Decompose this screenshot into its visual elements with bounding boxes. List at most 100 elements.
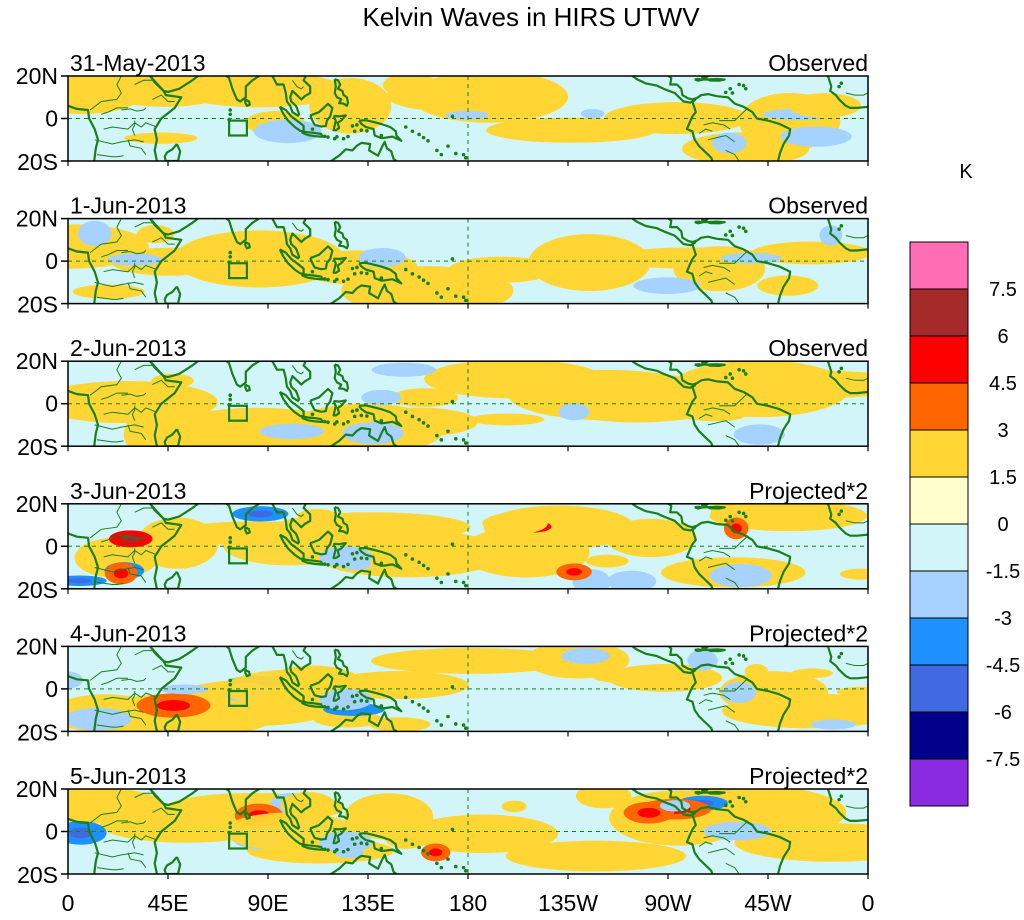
coastline bbox=[700, 361, 726, 367]
island bbox=[839, 224, 844, 228]
border bbox=[698, 698, 713, 705]
island bbox=[453, 579, 458, 584]
island bbox=[723, 660, 728, 665]
border bbox=[152, 237, 175, 245]
island bbox=[737, 510, 741, 515]
coastline bbox=[631, 218, 697, 247]
border bbox=[134, 79, 153, 85]
island bbox=[359, 556, 364, 560]
island bbox=[446, 572, 450, 576]
positive-anomaly bbox=[408, 814, 559, 854]
island bbox=[341, 136, 346, 141]
border bbox=[121, 677, 147, 683]
island bbox=[417, 417, 421, 422]
coastline bbox=[685, 243, 714, 304]
island bbox=[335, 420, 339, 424]
coastline bbox=[163, 856, 182, 874]
island bbox=[365, 414, 369, 418]
negative-anomaly bbox=[810, 719, 857, 730]
positive-anomaly bbox=[391, 388, 459, 407]
negative-anomaly bbox=[342, 422, 404, 445]
island bbox=[730, 91, 735, 95]
border bbox=[134, 650, 153, 656]
positive-anomaly-core bbox=[637, 807, 661, 818]
positive-anomaly bbox=[467, 278, 494, 299]
island bbox=[359, 698, 364, 703]
coastline bbox=[328, 853, 399, 874]
coastline bbox=[694, 77, 704, 82]
island bbox=[461, 152, 466, 157]
panel-date: 5-Jun-2013 bbox=[70, 763, 186, 789]
lat-label: 20S bbox=[17, 577, 58, 603]
island bbox=[417, 560, 421, 565]
coastline bbox=[309, 387, 334, 413]
reference-box bbox=[228, 547, 248, 565]
island bbox=[743, 799, 748, 804]
coastline bbox=[694, 363, 704, 367]
coastline bbox=[333, 363, 350, 392]
border bbox=[121, 250, 147, 255]
border bbox=[291, 507, 304, 518]
island bbox=[355, 123, 359, 127]
island bbox=[439, 865, 444, 870]
coastline bbox=[244, 241, 251, 250]
coastline bbox=[694, 92, 792, 161]
island bbox=[228, 250, 233, 255]
lat-label: 20S bbox=[17, 862, 58, 888]
island bbox=[228, 393, 233, 398]
positive-anomaly bbox=[788, 93, 862, 118]
border bbox=[96, 581, 124, 585]
negative-anomaly bbox=[445, 110, 490, 120]
island bbox=[730, 519, 735, 523]
island bbox=[417, 132, 421, 137]
border bbox=[725, 292, 740, 304]
coastline bbox=[694, 805, 792, 874]
island bbox=[379, 704, 384, 708]
island bbox=[326, 277, 330, 282]
coastline bbox=[214, 646, 260, 674]
island bbox=[355, 265, 359, 270]
positive-anomaly bbox=[763, 370, 868, 398]
border bbox=[134, 507, 153, 513]
border bbox=[96, 154, 124, 158]
negative-anomaly bbox=[361, 389, 402, 406]
island bbox=[417, 275, 421, 279]
positive-anomaly bbox=[382, 76, 439, 97]
coastline bbox=[68, 389, 100, 447]
coastline bbox=[358, 546, 403, 570]
border bbox=[707, 277, 735, 285]
lat-label: 20N bbox=[16, 776, 58, 802]
anomaly-field bbox=[68, 361, 868, 447]
colorbar-swatch bbox=[909, 711, 969, 760]
island bbox=[728, 372, 733, 376]
positive-anomaly bbox=[546, 851, 599, 868]
island bbox=[426, 139, 430, 143]
positive-anomaly bbox=[528, 234, 651, 292]
island bbox=[450, 399, 455, 404]
coastline bbox=[694, 235, 792, 304]
coastline bbox=[68, 247, 100, 304]
island bbox=[737, 653, 741, 657]
positive-anomaly bbox=[836, 686, 868, 698]
negative-anomaly bbox=[319, 546, 373, 568]
coastline bbox=[826, 218, 868, 252]
negative-anomaly-core bbox=[247, 510, 273, 518]
border bbox=[127, 424, 147, 441]
positive-anomaly bbox=[469, 413, 545, 426]
panel-date: 4-Jun-2013 bbox=[70, 620, 186, 646]
coastline bbox=[332, 399, 347, 417]
border bbox=[96, 439, 124, 443]
island bbox=[365, 271, 369, 276]
island bbox=[352, 699, 357, 704]
colorbar-swatch bbox=[909, 241, 969, 290]
coastlines bbox=[68, 76, 868, 161]
coastline bbox=[163, 428, 182, 447]
island bbox=[463, 441, 468, 445]
border bbox=[845, 805, 868, 809]
country-borders bbox=[89, 646, 868, 732]
island bbox=[355, 550, 359, 555]
island bbox=[322, 847, 327, 852]
island bbox=[228, 540, 233, 544]
island bbox=[435, 433, 439, 438]
island bbox=[352, 414, 357, 419]
